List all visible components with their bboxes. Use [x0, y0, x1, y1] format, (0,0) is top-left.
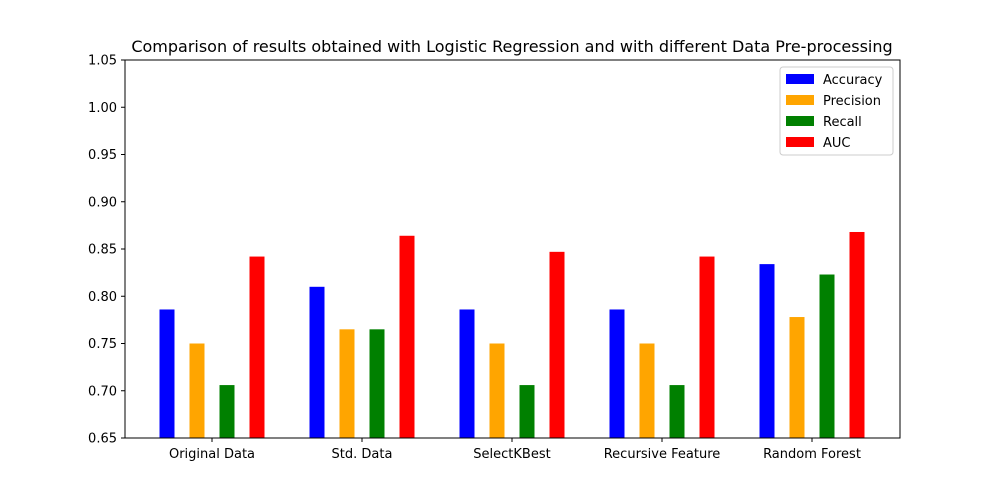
y-tick-label: 0.85: [88, 243, 117, 258]
bar-precision: [639, 343, 655, 438]
legend-label-accuracy: Accuracy: [823, 73, 883, 88]
bar-precision: [789, 317, 805, 438]
bars-group: [159, 231, 865, 438]
y-tick-label: 0.70: [88, 384, 117, 399]
legend: Accuracy Precision Recall AUC: [779, 66, 894, 156]
legend-label-precision: Precision: [823, 94, 881, 109]
bar-precision: [339, 329, 355, 438]
chart-title: Comparison of results obtained with Logi…: [131, 37, 892, 56]
bar-recall: [819, 274, 835, 438]
bar-accuracy: [459, 309, 475, 438]
legend-swatch-recall: [786, 116, 814, 126]
bar-auc: [249, 256, 265, 438]
bar-recall: [219, 385, 235, 438]
legend-label-auc: AUC: [823, 136, 851, 151]
y-axis: 0.65 0.70 0.75 0.80 0.85 0.90 0.95 1.00 1.05: [88, 54, 125, 447]
x-axis: Original Data Std. Data SelectKBest Recursi…: [169, 438, 861, 462]
bar-recall: [519, 385, 535, 438]
legend-label-recall: Recall: [823, 115, 862, 130]
y-tick-label: 1.00: [88, 101, 117, 116]
legend-swatch-precision: [786, 95, 814, 105]
y-tick-label: 0.65: [88, 432, 117, 447]
bar-accuracy: [609, 309, 625, 438]
x-tick-label: Random Forest: [763, 447, 861, 462]
bar-recall: [369, 329, 385, 438]
bar-auc: [849, 231, 865, 438]
x-tick-label: SelectKBest: [473, 447, 550, 462]
y-tick-label: 0.90: [88, 195, 117, 210]
bar-precision: [189, 343, 205, 438]
x-tick-label: Recursive Feature: [604, 447, 721, 462]
legend-frame: [779, 66, 894, 156]
bar-accuracy: [159, 309, 175, 438]
bar-auc: [699, 256, 715, 438]
bar-auc: [399, 235, 415, 438]
x-tick-label: Std. Data: [332, 447, 393, 462]
legend-swatch-auc: [786, 137, 814, 147]
legend-swatch-accuracy: [786, 74, 814, 84]
y-tick-label: 0.80: [88, 290, 117, 305]
bar-recall: [669, 385, 685, 438]
bar-accuracy: [759, 264, 775, 438]
x-tick-label: Original Data: [169, 447, 255, 462]
bar-accuracy: [309, 286, 325, 438]
y-tick-label: 0.75: [88, 337, 117, 352]
y-tick-label: 0.95: [88, 148, 117, 163]
y-tick-label: 1.05: [88, 54, 117, 69]
bar-precision: [489, 343, 505, 438]
bar-auc: [549, 251, 565, 438]
